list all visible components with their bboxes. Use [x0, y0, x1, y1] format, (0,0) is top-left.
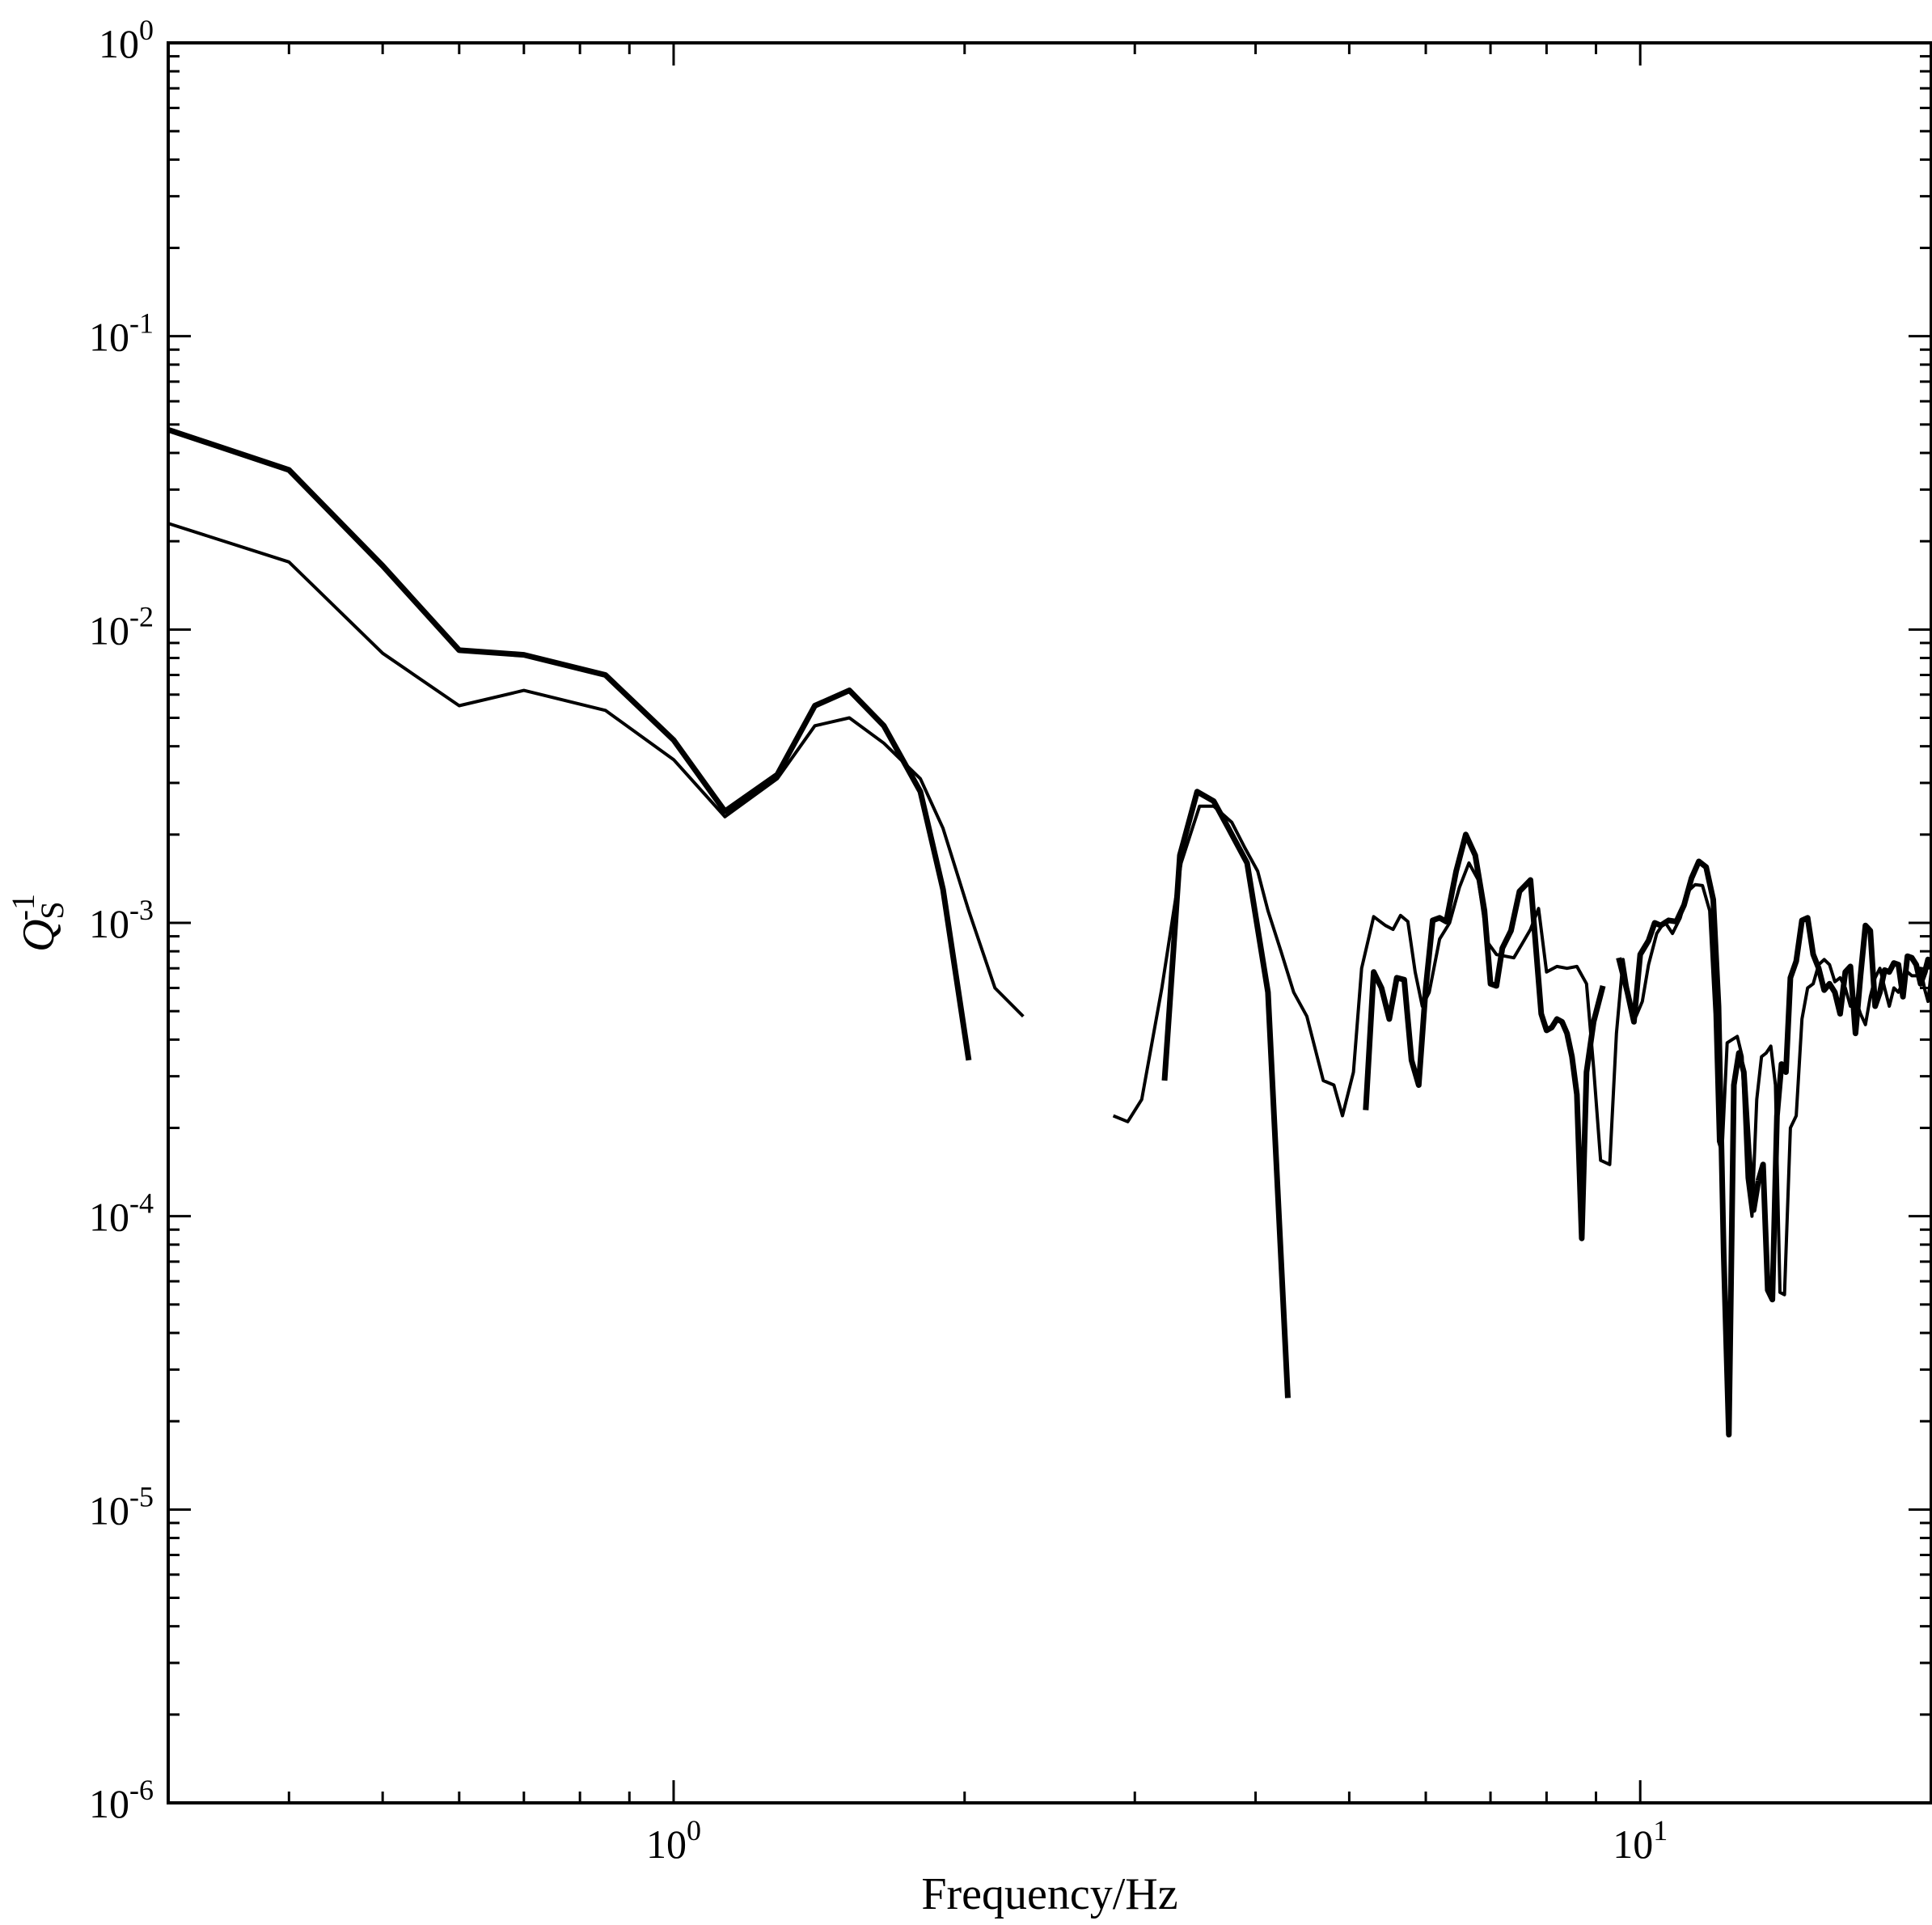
x-tick-label-exponent: 1	[1653, 1814, 1668, 1847]
y-tick-label-exponent: -6	[129, 1774, 154, 1806]
y-tick-label-base: 10	[89, 901, 129, 946]
y-tick-label: 10-1	[89, 307, 154, 360]
series-thick-segment-4	[1616, 858, 1761, 1438]
x-tick-label-base: 10	[1613, 1821, 1653, 1867]
x-tick-label: 101	[1613, 1814, 1668, 1867]
y-tick-label-exponent: -3	[129, 894, 154, 926]
y-axis-title-subscript: S	[34, 901, 70, 919]
y-tick-label-base: 10	[99, 21, 139, 66]
y-tick-label-exponent: 0	[139, 14, 154, 46]
y-tick-label-base: 10	[89, 1487, 129, 1533]
y-tick-label: 10-2	[89, 600, 154, 653]
x-tick-label-base: 10	[646, 1821, 687, 1867]
y-tick-label: 10-4	[89, 1187, 154, 1240]
y-tick-label-exponent: -1	[129, 307, 154, 340]
y-tick-label: 10-3	[89, 894, 154, 946]
y-tick-label-base: 10	[89, 1195, 129, 1240]
tick-layer	[167, 43, 1932, 1804]
y-tick-label: 100	[99, 14, 154, 66]
y-tick-label: 10-6	[89, 1774, 154, 1826]
y-tick-label-base: 10	[89, 315, 129, 360]
y-tick-label-base: 10	[89, 1781, 129, 1826]
y-axis-title-superscript: -1	[5, 894, 41, 920]
y-tick-label-exponent: -4	[129, 1187, 154, 1220]
series-layer	[167, 426, 1932, 1438]
y-tick-label-exponent: -5	[129, 1480, 154, 1512]
series-thick-segment-3	[1363, 831, 1606, 1242]
y-axis-title: QS-1	[5, 894, 70, 952]
series-thick-segment-2	[1161, 789, 1291, 1398]
x-tick-label: 100	[646, 1814, 701, 1867]
x-axis-title: Frequency/Hz	[921, 1869, 1177, 1919]
y-axis-title-base: Q	[14, 920, 64, 952]
y-tick-label-exponent: -2	[129, 600, 154, 632]
series-thick-segment-5	[1755, 915, 1932, 1303]
y-tick-label-base: 10	[89, 607, 129, 653]
y-tick-label: 10-5	[89, 1480, 154, 1533]
series-thin-segment-2	[1112, 804, 1932, 1297]
series-thin-segment-1	[167, 522, 1025, 1018]
x-tick-label-exponent: 0	[687, 1814, 701, 1847]
series-thick-segment-1	[167, 426, 972, 1061]
